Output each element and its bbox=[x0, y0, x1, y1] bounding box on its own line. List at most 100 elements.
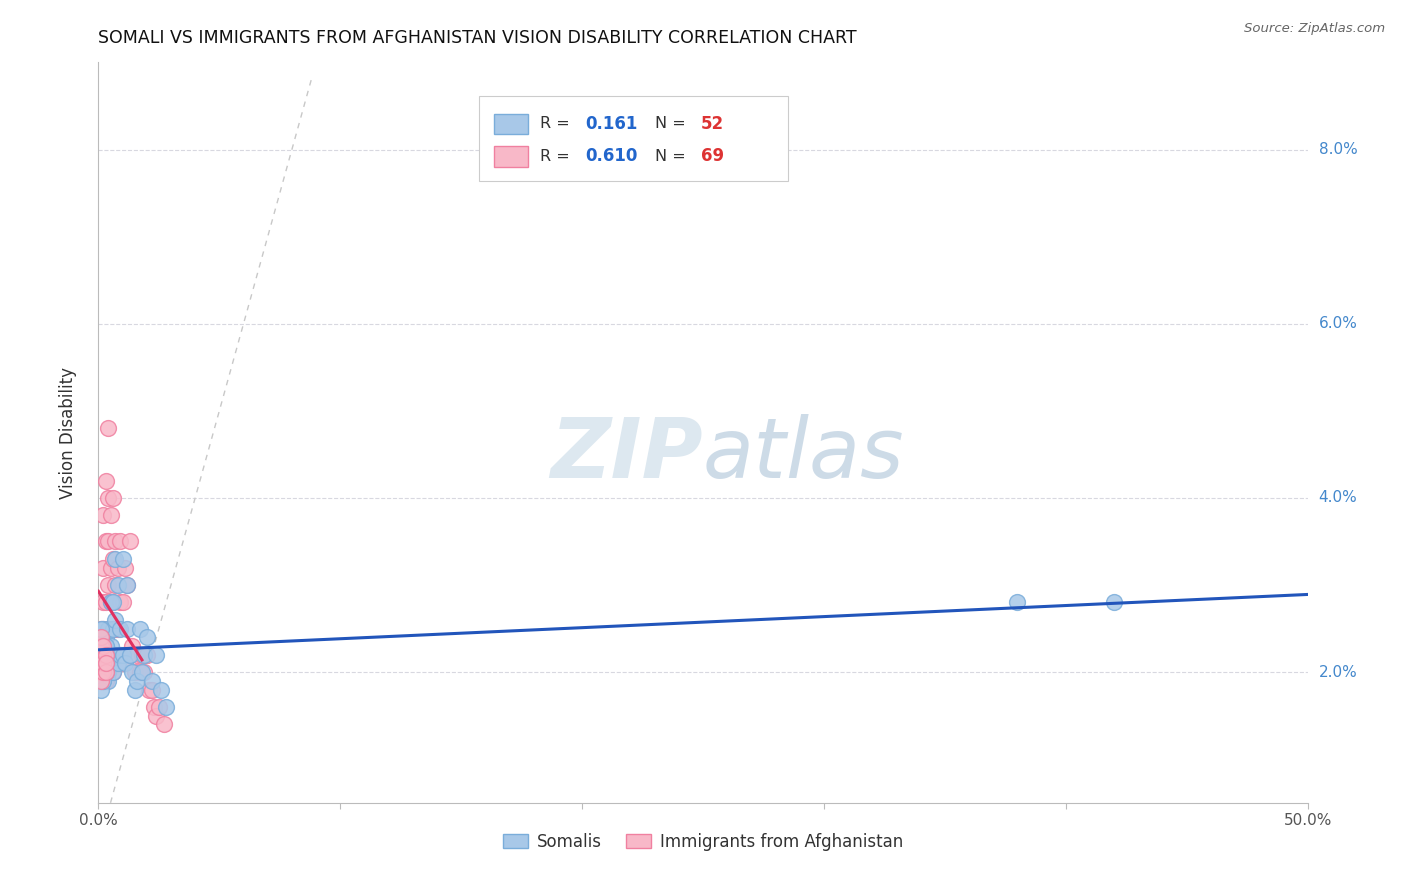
Point bbox=[90, 622, 112, 636]
Point bbox=[100, 622, 122, 636]
Point bbox=[90, 622, 112, 636]
Point bbox=[1102, 595, 1125, 609]
Point bbox=[145, 648, 167, 662]
Point bbox=[91, 665, 114, 680]
Point bbox=[138, 682, 160, 697]
Point bbox=[127, 648, 149, 662]
Point bbox=[90, 639, 112, 653]
Point bbox=[124, 682, 146, 697]
Point bbox=[141, 682, 163, 697]
Point bbox=[91, 639, 114, 653]
Point bbox=[90, 665, 112, 680]
Point bbox=[94, 648, 117, 662]
Point bbox=[94, 665, 117, 680]
Text: Source: ZipAtlas.com: Source: ZipAtlas.com bbox=[1244, 22, 1385, 36]
Point bbox=[91, 673, 114, 688]
Point bbox=[90, 657, 112, 671]
Point bbox=[91, 673, 114, 688]
Bar bbox=[494, 113, 527, 135]
Point bbox=[97, 648, 120, 662]
Point bbox=[100, 639, 122, 653]
Point bbox=[104, 552, 127, 566]
Point bbox=[134, 648, 156, 662]
Point bbox=[121, 639, 143, 653]
Point bbox=[135, 630, 157, 644]
Point bbox=[94, 648, 117, 662]
Point bbox=[97, 622, 120, 636]
Point bbox=[91, 648, 114, 662]
Legend: Somalis, Immigrants from Afghanistan: Somalis, Immigrants from Afghanistan bbox=[496, 826, 910, 857]
Point bbox=[97, 648, 120, 662]
Point bbox=[90, 630, 112, 644]
Point bbox=[107, 578, 129, 592]
Point bbox=[101, 622, 124, 636]
Point bbox=[101, 552, 124, 566]
Point bbox=[111, 657, 134, 671]
Point bbox=[117, 648, 139, 662]
Point bbox=[90, 657, 112, 671]
Point bbox=[90, 682, 112, 697]
Point bbox=[108, 595, 131, 609]
Point bbox=[94, 657, 117, 671]
Point bbox=[90, 639, 112, 653]
Point bbox=[114, 648, 136, 662]
Point bbox=[90, 673, 112, 688]
Point bbox=[94, 639, 117, 653]
Point bbox=[104, 613, 127, 627]
Point bbox=[101, 595, 124, 609]
Point bbox=[97, 622, 120, 636]
Point bbox=[131, 665, 153, 680]
Point bbox=[91, 560, 114, 574]
Point bbox=[90, 639, 112, 653]
Point bbox=[101, 622, 124, 636]
Point bbox=[108, 648, 131, 662]
Point bbox=[131, 648, 153, 662]
Point bbox=[91, 665, 114, 680]
Point bbox=[91, 622, 114, 636]
Point bbox=[101, 665, 124, 680]
Point bbox=[104, 648, 127, 662]
Point bbox=[143, 700, 166, 714]
Point bbox=[94, 665, 117, 680]
Point bbox=[91, 639, 114, 653]
Point bbox=[111, 552, 134, 566]
Point bbox=[90, 665, 112, 680]
Text: 6.0%: 6.0% bbox=[1319, 317, 1358, 331]
Point bbox=[91, 595, 114, 609]
Point bbox=[121, 665, 143, 680]
Point bbox=[94, 639, 117, 653]
Point bbox=[111, 595, 134, 609]
Point bbox=[94, 648, 117, 662]
Point bbox=[117, 578, 139, 592]
Point bbox=[91, 657, 114, 671]
Point bbox=[94, 474, 117, 488]
Point bbox=[94, 534, 117, 549]
Point bbox=[101, 491, 124, 505]
Point bbox=[100, 648, 122, 662]
Text: 4.0%: 4.0% bbox=[1319, 491, 1357, 506]
Text: 0.161: 0.161 bbox=[586, 115, 638, 133]
Point bbox=[97, 665, 120, 680]
Point bbox=[155, 700, 177, 714]
Point bbox=[107, 622, 129, 636]
Point bbox=[94, 630, 117, 644]
Point bbox=[117, 622, 139, 636]
Point bbox=[104, 578, 127, 592]
Point bbox=[91, 665, 114, 680]
Point bbox=[100, 595, 122, 609]
Point bbox=[91, 657, 114, 671]
Point bbox=[117, 578, 139, 592]
Point bbox=[100, 657, 122, 671]
Point bbox=[101, 665, 124, 680]
Point bbox=[108, 648, 131, 662]
Point bbox=[90, 648, 112, 662]
Point bbox=[104, 622, 127, 636]
Text: R =: R = bbox=[540, 149, 575, 164]
Point bbox=[124, 665, 146, 680]
Point bbox=[94, 648, 117, 662]
Point bbox=[101, 595, 124, 609]
Point bbox=[97, 657, 120, 671]
Point bbox=[97, 534, 120, 549]
Text: N =: N = bbox=[655, 149, 690, 164]
Point bbox=[94, 630, 117, 644]
